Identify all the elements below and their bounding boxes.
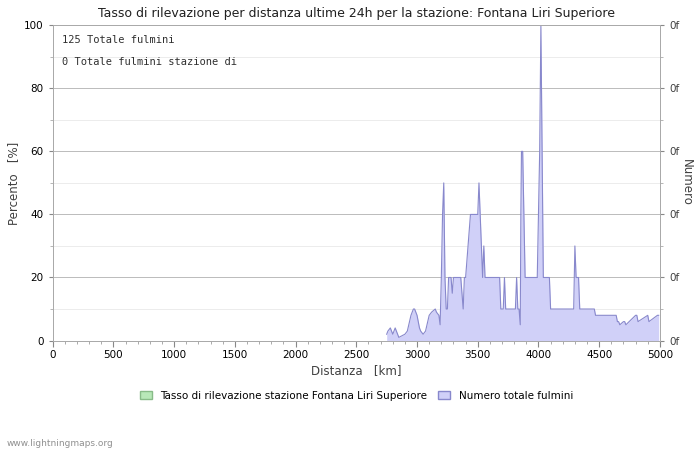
X-axis label: Distanza   [km]: Distanza [km] bbox=[311, 364, 402, 378]
Text: 0 Totale fulmini stazione di: 0 Totale fulmini stazione di bbox=[62, 57, 237, 67]
Title: Tasso di rilevazione per distanza ultime 24h per la stazione: Fontana Liri Super: Tasso di rilevazione per distanza ultime… bbox=[98, 7, 615, 20]
Text: 125 Totale fulmini: 125 Totale fulmini bbox=[62, 35, 174, 45]
Y-axis label: Percento   [%]: Percento [%] bbox=[7, 141, 20, 225]
Text: www.lightningmaps.org: www.lightningmaps.org bbox=[7, 439, 113, 448]
Y-axis label: Numero: Numero bbox=[680, 159, 693, 207]
Legend: Tasso di rilevazione stazione Fontana Liri Superiore, Numero totale fulmini: Tasso di rilevazione stazione Fontana Li… bbox=[135, 387, 577, 405]
